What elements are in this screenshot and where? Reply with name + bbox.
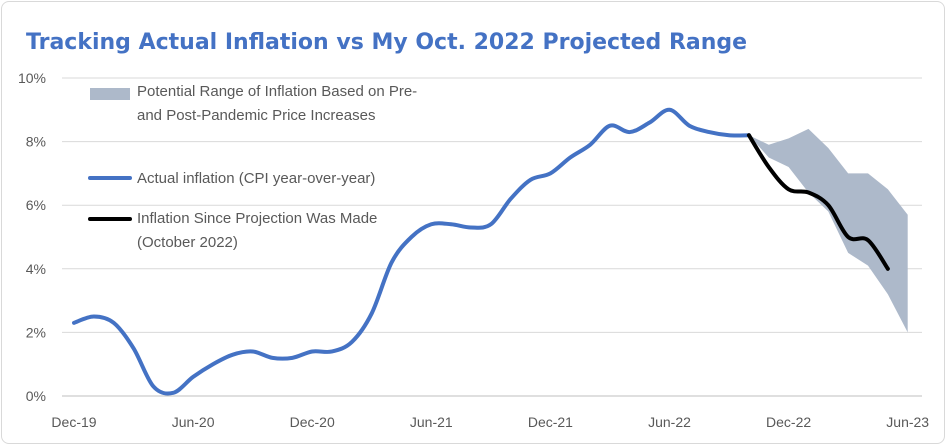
legend-label: Inflation Since Projection Was Made: [137, 210, 377, 227]
legend-label: and Post-Pandemic Price Increases: [137, 107, 375, 124]
x-tick-label: Dec-19: [51, 414, 96, 430]
y-tick-label: 10%: [18, 70, 46, 86]
y-tick-label: 2%: [26, 324, 46, 340]
legend-swatch-range: [90, 88, 130, 100]
since-projection-line: [746, 133, 890, 271]
y-tick-label: 6%: [26, 197, 46, 213]
chart-title: Tracking Actual Inflation vs My Oct. 202…: [26, 30, 748, 55]
x-tick-label: Dec-20: [290, 414, 335, 430]
x-tick-label: Jun-22: [648, 414, 691, 430]
x-tick-label: Jun-23: [886, 414, 929, 430]
x-tick-label: Dec-22: [766, 414, 811, 430]
legend-label: Actual inflation (CPI year-over-year): [137, 170, 375, 187]
x-tick-label: Dec-21: [528, 414, 573, 430]
legend-label: (October 2022): [137, 234, 238, 251]
projected-range-band: [748, 128, 908, 333]
y-tick-label: 0%: [26, 388, 46, 404]
x-tick-label: Jun-20: [172, 414, 215, 430]
y-tick-label: 8%: [26, 134, 46, 150]
y-tick-label: 4%: [26, 261, 46, 277]
legend-label: Potential Range of Inflation Based on Pr…: [137, 83, 417, 100]
x-tick-label: Jun-21: [410, 414, 453, 430]
actual-inflation-line: [72, 107, 751, 396]
